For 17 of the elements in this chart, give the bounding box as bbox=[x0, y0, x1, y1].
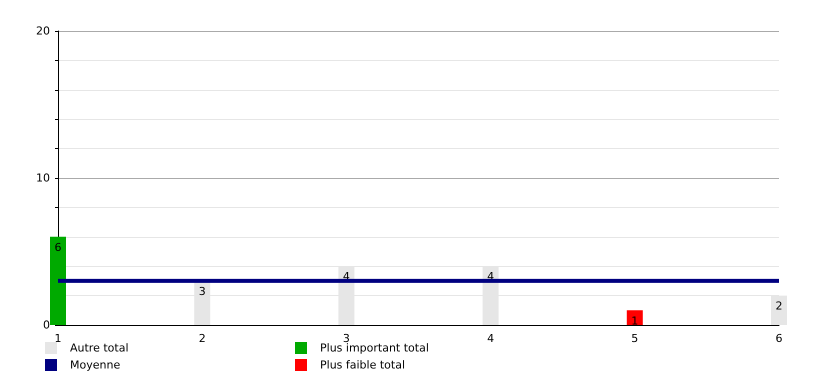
data-label: 2 bbox=[776, 300, 782, 313]
x-tick-label: 1 bbox=[54, 332, 62, 345]
legend-label: Plus faible total bbox=[320, 358, 406, 372]
data-label: 1 bbox=[631, 314, 638, 328]
x-tick-label: 2 bbox=[198, 332, 206, 345]
data-label: 6 bbox=[54, 240, 62, 254]
x-tick-label: 4 bbox=[487, 332, 494, 345]
y-tick-label: 10 bbox=[36, 172, 50, 184]
y-tick-label: 20 bbox=[36, 24, 50, 38]
legend-label: Moyenne bbox=[70, 358, 120, 372]
bar bbox=[50, 236, 66, 325]
bar bbox=[626, 310, 643, 325]
data-label: 3 bbox=[198, 284, 206, 298]
legend-label: Autre total bbox=[70, 342, 129, 354]
x-tick-label: 6 bbox=[776, 332, 782, 345]
y-tick-label: 0 bbox=[43, 318, 50, 332]
x-tick-label: 5 bbox=[631, 332, 638, 345]
